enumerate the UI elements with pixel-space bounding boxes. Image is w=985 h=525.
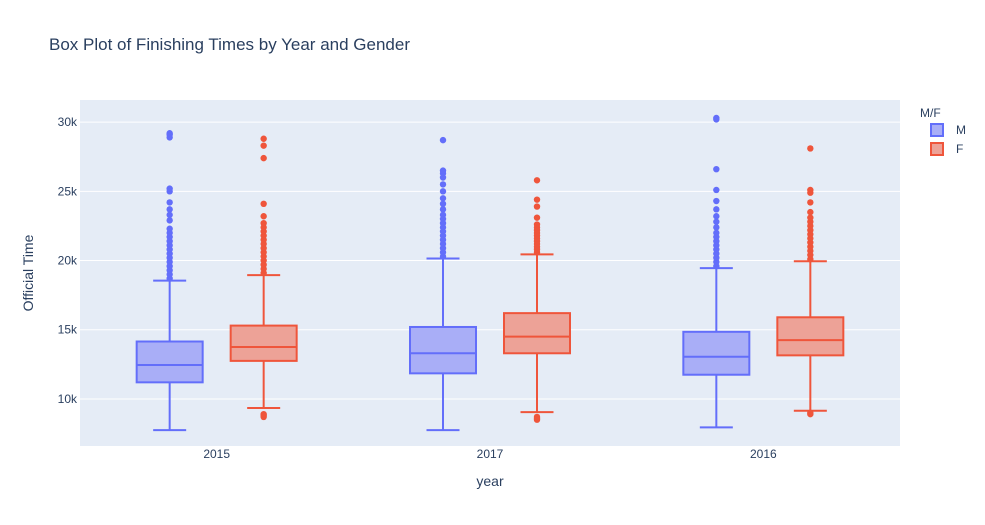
outlier-point: [713, 213, 720, 220]
legend-swatch-F: [930, 142, 944, 156]
outlier-point: [260, 410, 267, 418]
outlier-point: [713, 206, 720, 213]
outlier-point: [439, 181, 447, 188]
outlier-point: [166, 225, 173, 232]
outlier-point: [166, 206, 173, 213]
legend-label-F: F: [956, 142, 963, 156]
outlier-point: [533, 214, 541, 221]
iqr-box: [409, 325, 477, 375]
legend: M/F MF: [920, 106, 966, 156]
legend-swatch-M: [930, 123, 944, 137]
outlier-point: [713, 166, 720, 173]
outlier-point: [713, 218, 720, 225]
y-tick-label: 10k: [58, 392, 78, 406]
x-tick-label: 2016: [750, 447, 777, 461]
outlier-point: [439, 211, 447, 219]
box-M-2015: [135, 130, 204, 432]
outlier-point: [807, 214, 814, 221]
outlier-point: [439, 167, 447, 174]
legend-title: M/F: [920, 106, 941, 120]
outlier-point: [713, 229, 720, 237]
outlier-point: [166, 185, 173, 192]
y-tick-label: 25k: [58, 184, 78, 198]
outlier-point: [807, 199, 814, 206]
box-F-2016: [776, 145, 845, 418]
box-F-2015: [229, 135, 298, 421]
legend-label-M: M: [956, 123, 966, 137]
outlier-point: [260, 135, 267, 142]
iqr-box: [776, 316, 845, 357]
box-M-2016: [682, 114, 751, 429]
outlier-point: [533, 196, 541, 203]
outlier-point: [713, 114, 720, 122]
outlier-point: [439, 200, 447, 207]
y-tick-label: 20k: [58, 254, 78, 268]
outlier-point: [533, 177, 541, 184]
y-axis-ticks: 10k 15k 20k 25k 30k: [58, 115, 78, 406]
x-axis-title: year: [476, 473, 504, 489]
x-tick-label: 2017: [477, 447, 504, 461]
gridlines: [80, 121, 900, 400]
outlier-point: [166, 130, 173, 137]
outlier-point: [533, 203, 541, 210]
outlier-point: [713, 197, 720, 205]
y-axis-title: Official Time: [20, 234, 36, 311]
outlier-point: [439, 195, 447, 202]
outlier-point: [807, 409, 814, 416]
outlier-point: [260, 154, 267, 162]
outlier-point: [260, 142, 267, 149]
outlier-point: [439, 136, 447, 144]
outlier-point: [807, 208, 814, 216]
outlier-point: [166, 211, 173, 219]
iqr-box: [135, 340, 204, 384]
outlier-point: [533, 221, 541, 228]
outlier-point: [807, 145, 814, 152]
y-tick-label: 15k: [58, 323, 78, 337]
outlier-point: [260, 200, 267, 207]
x-tick-label: 2015: [203, 447, 230, 461]
chart-title: Box Plot of Finishing Times by Year and …: [49, 35, 410, 54]
outlier-point: [713, 186, 720, 194]
x-axis-ticks: 2015 2017 2016: [203, 447, 777, 461]
outlier-point: [260, 213, 267, 220]
outlier-point: [439, 206, 447, 213]
outlier-point: [166, 199, 173, 206]
iqr-box: [682, 330, 751, 376]
box-F-2017: [503, 177, 571, 423]
series-F: [229, 135, 845, 423]
outlier-point: [260, 219, 267, 227]
series-M: [135, 114, 751, 432]
outlier-point: [807, 186, 814, 194]
outlier-point: [166, 217, 173, 224]
iqr-box: [229, 324, 298, 362]
outlier-point: [439, 188, 447, 195]
y-tick-label: 30k: [58, 115, 78, 129]
box-traces: [135, 114, 845, 432]
outlier-point: [713, 224, 720, 231]
box-M-2017: [409, 136, 477, 432]
outlier-point: [533, 413, 541, 421]
plot-area: [80, 100, 900, 446]
iqr-box: [503, 312, 571, 355]
